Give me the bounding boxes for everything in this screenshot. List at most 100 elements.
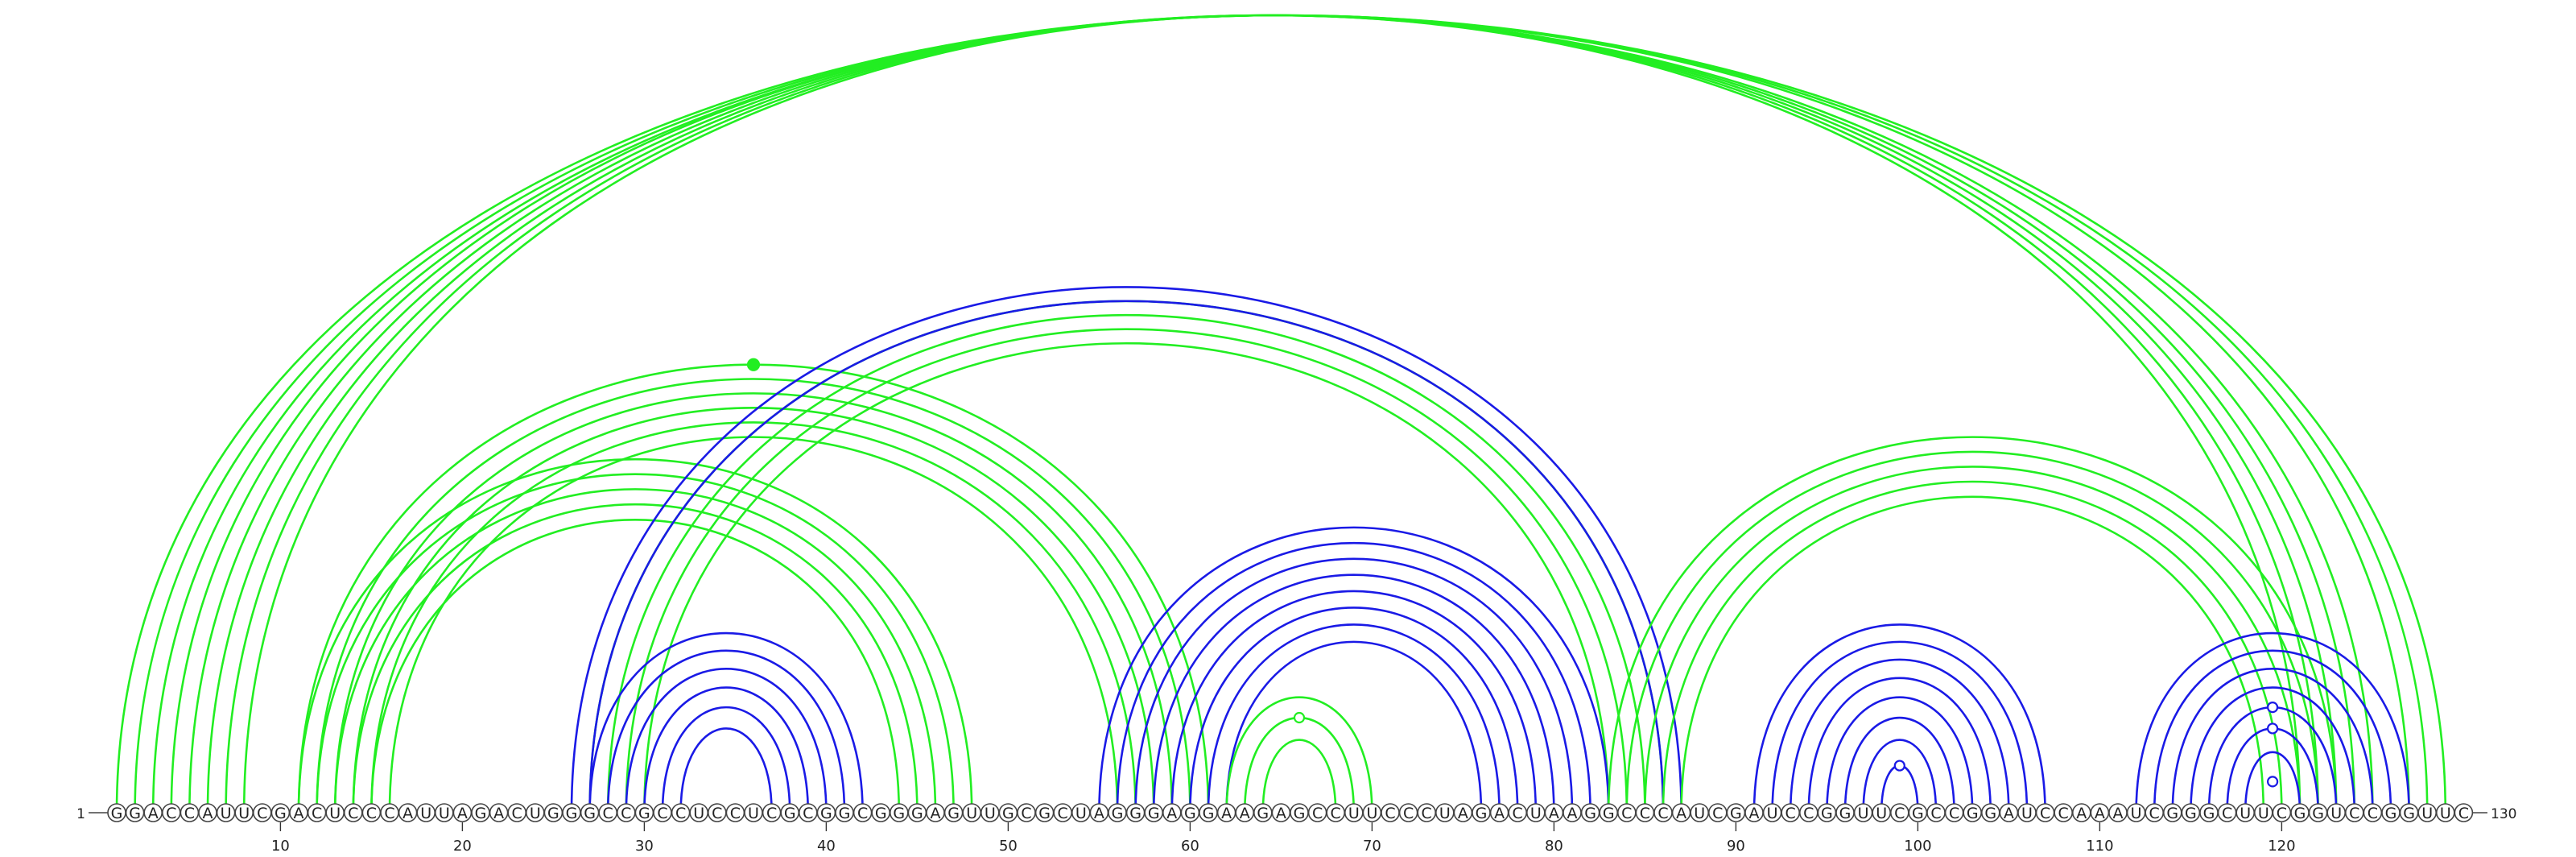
nucleotide-letter: G <box>893 805 905 822</box>
green-arc-1-129 <box>115 14 2447 814</box>
nucleotide-letter: A <box>1094 805 1104 822</box>
nucleotide-letter: C <box>1785 805 1796 822</box>
nucleotide-letter: C <box>348 805 358 822</box>
green-arc-12-47 <box>316 473 955 814</box>
nucleotide-letter: G <box>1730 805 1742 822</box>
nucleotide-letter: U <box>1075 805 1087 822</box>
nucleotide-letter: G <box>2385 805 2397 822</box>
nucleotide-letter: U <box>2421 805 2433 822</box>
nucleotide-letter: U <box>1767 805 1778 822</box>
nucleotide-letter: A <box>1549 805 1559 822</box>
nucleotide-letter: U <box>1694 805 1705 822</box>
blue-arc-26-87 <box>570 286 1682 814</box>
tick-label: 120 <box>2268 838 2295 855</box>
tick-label: 110 <box>2086 838 2113 855</box>
nucleotide-letter: C <box>1803 805 1814 822</box>
nucleotide-letter: G <box>1002 805 1014 822</box>
position-ticks: 10 20 30 40 50 60 70 80 90 100 110 120 <box>271 822 2296 855</box>
blue-arc-92-106 <box>1771 640 2029 814</box>
arc-markers <box>746 358 2279 788</box>
green-arc-14-58 <box>352 407 1155 814</box>
nucleotide-letter: G <box>129 805 141 822</box>
nucleotide-letter: U <box>1858 805 1869 822</box>
nucleotide-letter: C <box>1331 805 1341 822</box>
nucleotide-circle <box>2454 803 2474 822</box>
green-arc-2-128 <box>134 14 2429 814</box>
nucleotide-letter: A <box>2095 805 2105 822</box>
nucleotide-letter: U <box>1876 805 1887 822</box>
blue-arc-32-37 <box>679 727 773 814</box>
arc-marker-dot <box>746 358 761 371</box>
nucleotide-letter: G <box>1984 805 1996 822</box>
nucleotide-letter: U <box>1348 805 1360 822</box>
nucleotide-letter: C <box>803 805 813 822</box>
nucleotide-letter: C <box>384 805 394 822</box>
nucleotide-letter: A <box>493 805 504 822</box>
arc-marker-dot <box>2267 702 2279 714</box>
nucleotide-letter: G <box>947 805 960 822</box>
green-arc-6-123 <box>206 14 2338 814</box>
nucleotide-letter: G <box>820 805 832 822</box>
nucleotide-letter: G <box>1129 805 1141 822</box>
start-position-label: 1 <box>76 806 85 822</box>
nucleotide-letter: C <box>621 805 631 822</box>
green-arc-11-48 <box>297 458 973 814</box>
nucleotide-letter: G <box>111 805 123 822</box>
green-arc-27-86 <box>588 300 1665 814</box>
green-arc-84-122 <box>1625 450 2319 814</box>
nucleotide-letter: G <box>2403 805 2415 822</box>
green-arc-15-44 <box>370 519 901 814</box>
blue-arc-94-104 <box>1807 677 1992 814</box>
nucleotide-letter: U <box>966 805 977 822</box>
nucleotide-letter: C <box>257 805 267 822</box>
blue-arc-117-122 <box>2226 727 2319 814</box>
green-arc-85-121 <box>1644 466 2301 814</box>
nucleotide-letter: G <box>2294 805 2306 822</box>
green-arc-86-120 <box>1662 480 2283 814</box>
nucleotide-letter: U <box>530 805 541 822</box>
blue-arc-112-127 <box>2135 631 2410 814</box>
arc-marker-dot <box>1293 711 1306 724</box>
nucleotide-letter: G <box>547 805 559 822</box>
nucleotide-letter: U <box>1530 805 1542 822</box>
nucleotide-letter: G <box>1603 805 1615 822</box>
green-arc-8-121 <box>242 14 2301 814</box>
nucleotide-letter: G <box>1839 805 1852 822</box>
green-arc-13-59 <box>333 392 1174 814</box>
nucleotide-letter: C <box>1513 805 1523 822</box>
nucleotide-letter: A <box>1240 805 1250 822</box>
nucleotide-letter: A <box>1458 805 1468 822</box>
nucleotide-letter: C <box>2149 805 2160 822</box>
nucleotide-letter: G <box>1967 805 1979 822</box>
green-arc-13-46 <box>333 488 937 814</box>
nucleotide-letter: U <box>693 805 704 822</box>
nucleotide-letter: A <box>457 805 468 822</box>
green-arc-3-127 <box>151 14 2410 814</box>
tick-label: 20 <box>453 838 472 855</box>
nucleotide-letter: U <box>2131 805 2142 822</box>
nucleotide-letter: G <box>2203 805 2215 822</box>
blue-arc-29-40 <box>625 668 828 814</box>
green-arc-83-123 <box>1607 436 2338 814</box>
nucleotide-letter: A <box>1221 805 1232 822</box>
nucleotide-letter: C <box>1640 805 1650 822</box>
blue-arc-61-77 <box>1207 623 1501 814</box>
green-arc-30-83 <box>643 342 1610 814</box>
green-arc-87-119 <box>1680 495 2265 814</box>
nucleotide-letter: G <box>839 805 851 822</box>
blue-arc-96-102 <box>1843 716 1955 814</box>
nucleotide-letter: C <box>1058 805 1068 822</box>
nucleotide-letter: G <box>1112 805 1124 822</box>
tick-label: 60 <box>1181 838 1199 855</box>
nucleotide-letter: A <box>294 805 304 822</box>
nucleotide-letter: C <box>1894 805 1905 822</box>
nucleotide-letter: A <box>402 805 413 822</box>
nucleotide-letter: C <box>312 805 322 822</box>
green-arc-15-57 <box>370 421 1137 814</box>
nucleotide-letter: U <box>2021 805 2033 822</box>
nucleotide-letter: G <box>638 805 650 822</box>
green-arc-64-68 <box>1261 739 1337 814</box>
blue-arc-62-76 <box>1225 640 1483 814</box>
nucleotide-letter: A <box>203 805 213 822</box>
